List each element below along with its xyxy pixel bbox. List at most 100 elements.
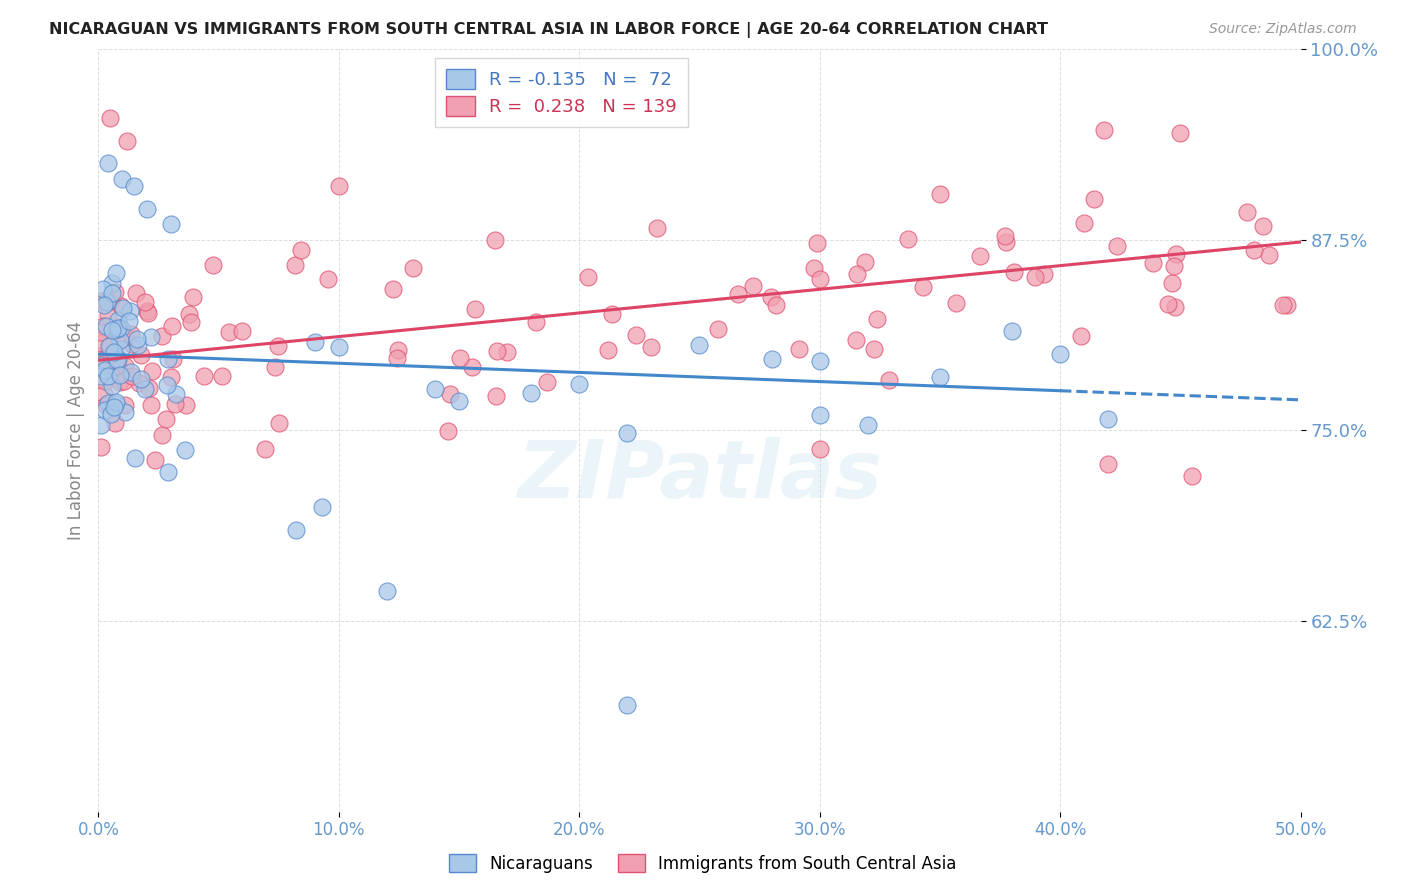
Point <box>328 340 350 354</box>
Point <box>1001 324 1024 338</box>
Point <box>877 373 900 387</box>
Point <box>928 369 950 384</box>
Point <box>447 394 470 409</box>
Point <box>155 412 177 426</box>
Point <box>90 293 112 308</box>
Point <box>269 417 291 431</box>
Point <box>1156 297 1178 311</box>
Point <box>688 337 710 351</box>
Point <box>100 379 122 393</box>
Point <box>806 235 828 250</box>
Point <box>110 342 132 356</box>
Point <box>107 321 129 335</box>
Point <box>845 334 868 348</box>
Point <box>139 399 162 413</box>
Point <box>121 337 143 351</box>
Point <box>1275 298 1298 312</box>
Point <box>177 307 200 321</box>
Point <box>290 243 312 257</box>
Legend: R = -0.135   N =  72, R =  0.238   N = 139: R = -0.135 N = 72, R = 0.238 N = 139 <box>434 58 688 127</box>
Point <box>759 290 782 304</box>
Point <box>90 369 112 384</box>
Point <box>1083 192 1105 206</box>
Point <box>994 228 1017 243</box>
Point <box>180 315 202 329</box>
Point <box>640 341 662 355</box>
Point <box>108 368 131 382</box>
Point <box>866 311 889 326</box>
Point <box>107 313 129 327</box>
Point <box>304 334 326 349</box>
Point <box>128 376 150 391</box>
Point <box>110 321 132 335</box>
Point <box>98 338 121 352</box>
Point <box>118 314 141 328</box>
Point <box>105 395 128 409</box>
Point <box>107 320 129 334</box>
Point <box>912 280 935 294</box>
Point <box>928 186 950 201</box>
Point <box>103 345 125 359</box>
Point <box>1097 457 1119 471</box>
Point <box>135 303 157 318</box>
Point <box>152 328 174 343</box>
Point <box>520 386 543 401</box>
Point <box>853 255 876 269</box>
Point <box>103 400 125 414</box>
Point <box>808 408 831 422</box>
Point <box>114 359 136 373</box>
Point <box>135 202 157 217</box>
Point <box>402 260 425 275</box>
Point <box>110 299 132 313</box>
Point <box>181 290 204 304</box>
Point <box>90 418 112 433</box>
Point <box>98 293 121 308</box>
Point <box>945 295 967 310</box>
Point <box>90 358 112 372</box>
Point <box>846 267 869 281</box>
Point <box>127 333 149 347</box>
Point <box>284 258 307 272</box>
Point <box>727 287 749 301</box>
Point <box>100 111 122 125</box>
Point <box>382 282 405 296</box>
Point <box>100 324 122 338</box>
Point <box>117 134 139 148</box>
Point <box>464 302 486 317</box>
Point <box>124 450 146 465</box>
Point <box>134 382 156 396</box>
Point <box>897 232 920 246</box>
Point <box>1251 219 1274 234</box>
Point <box>120 365 142 379</box>
Point <box>1097 411 1119 425</box>
Point <box>484 233 506 247</box>
Point <box>94 318 117 333</box>
Point <box>105 352 128 367</box>
Point <box>91 319 114 334</box>
Point <box>107 359 129 373</box>
Y-axis label: In Labor Force | Age 20-64: In Labor Force | Age 20-64 <box>66 321 84 540</box>
Point <box>328 179 350 194</box>
Point <box>578 269 600 284</box>
Point <box>98 351 121 366</box>
Point <box>1070 329 1092 343</box>
Point <box>107 352 129 367</box>
Point <box>90 326 112 340</box>
Point <box>94 363 117 377</box>
Point <box>115 330 138 344</box>
Point <box>114 404 136 418</box>
Point <box>104 397 127 411</box>
Point <box>96 295 118 310</box>
Point <box>460 359 482 374</box>
Point <box>108 375 131 389</box>
Point <box>284 523 307 537</box>
Point <box>1049 347 1071 361</box>
Point <box>174 398 197 412</box>
Point <box>218 326 240 340</box>
Point <box>264 359 287 374</box>
Text: Source: ZipAtlas.com: Source: ZipAtlas.com <box>1209 22 1357 37</box>
Point <box>485 389 508 403</box>
Point <box>136 305 159 319</box>
Point <box>706 322 728 336</box>
Point <box>863 342 886 356</box>
